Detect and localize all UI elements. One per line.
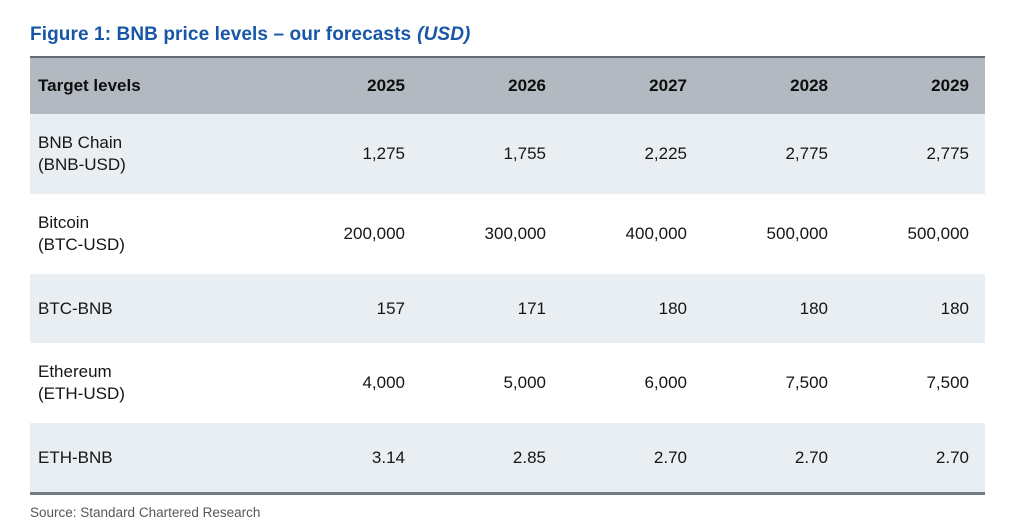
cell-value: 6,000	[644, 373, 687, 392]
header-year-2028: 2028	[703, 57, 844, 114]
row-label: Ethereum (ETH-USD)	[30, 343, 280, 423]
row-label: Bitcoin (BTC-USD)	[30, 194, 280, 274]
asset-name: ETH-BNB	[38, 447, 113, 467]
asset-name: BNB Chain	[38, 133, 123, 152]
cell-value: 7,500	[785, 373, 828, 392]
table-row-bnb-chain: BNB Chain (BNB-USD) 1,275 1,755 2,225 2,…	[30, 114, 985, 194]
cell-value: 200,000	[343, 224, 405, 243]
cell-value: 171	[517, 298, 546, 318]
figure-title: Figure 1: BNB price levels – our forecas…	[30, 24, 985, 46]
cell-value: 3.14	[371, 447, 405, 467]
header-year-2025: 2025	[280, 57, 421, 114]
header-year-2026: 2026	[421, 57, 562, 114]
cell-value: 500,000	[766, 224, 828, 243]
cell-value: 400,000	[625, 224, 687, 243]
asset-ticker: (BNB-USD)	[38, 155, 126, 174]
cell-value: 180	[940, 298, 969, 318]
header-year-2029: 2029	[844, 57, 985, 114]
cell-value: 2,775	[926, 144, 969, 163]
table-row-ethereum: Ethereum (ETH-USD) 4,000 5,000 6,000 7,5…	[30, 343, 985, 423]
row-label: BTC-BNB	[30, 274, 280, 343]
table-row-bitcoin: Bitcoin (BTC-USD) 200,000 300,000 400,00…	[30, 194, 985, 274]
cell-value: 2,225	[644, 144, 687, 163]
cell-value: 500,000	[907, 224, 969, 243]
cell-value: 4,000	[362, 373, 405, 392]
cell-value: 2.70	[935, 447, 969, 467]
asset-ticker: (BTC-USD)	[38, 235, 125, 254]
cell-value: 1,755	[503, 144, 546, 163]
header-target-levels: Target levels	[30, 57, 280, 114]
header-year-2027: 2027	[562, 57, 703, 114]
cell-value: 180	[658, 298, 687, 318]
cell-value: 300,000	[484, 224, 546, 243]
cell-value: 7,500	[926, 373, 969, 392]
asset-name: Bitcoin	[38, 213, 90, 232]
figure-container: Figure 1: BNB price levels – our forecas…	[30, 24, 985, 520]
asset-name: BTC-BNB	[38, 298, 113, 318]
cell-value: 2,775	[785, 144, 828, 163]
row-label: BNB Chain (BNB-USD)	[30, 114, 280, 194]
header-row: Target levels 2025 2026 2027 2028 2029	[30, 57, 985, 114]
asset-ticker: (ETH-USD)	[38, 384, 125, 403]
cell-value: 180	[799, 298, 828, 318]
table-row-btc-bnb: BTC-BNB 157 171 180 180 180	[30, 274, 985, 343]
table-body: BNB Chain (BNB-USD) 1,275 1,755 2,225 2,…	[30, 114, 985, 494]
cell-value: 1,275	[362, 144, 405, 163]
cell-value: 2.85	[512, 447, 546, 467]
forecast-table: Target levels 2025 2026 2027 2028 2029 B…	[30, 56, 985, 495]
table-row-eth-bnb: ETH-BNB 3.14 2.85 2.70 2.70 2.70	[30, 423, 985, 494]
cell-value: 2.70	[794, 447, 828, 467]
cell-value: 5,000	[503, 373, 546, 392]
cell-value: 157	[376, 298, 405, 318]
figure-title-unit: (USD)	[417, 24, 471, 45]
table-header: Target levels 2025 2026 2027 2028 2029	[30, 57, 985, 114]
asset-name: Ethereum	[38, 362, 112, 381]
figure-title-main: Figure 1: BNB price levels – our forecas…	[30, 24, 412, 45]
row-label: ETH-BNB	[30, 423, 280, 494]
source-attribution: Source: Standard Chartered Research	[30, 505, 261, 520]
cell-value: 2.70	[653, 447, 687, 467]
